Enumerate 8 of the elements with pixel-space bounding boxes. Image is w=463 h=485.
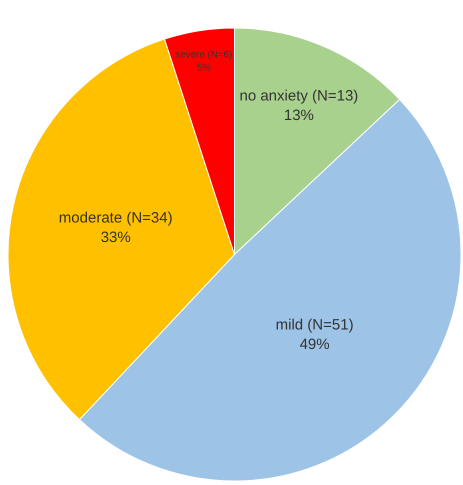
slice-label: no anxiety (N=13) xyxy=(239,87,358,104)
slice-label: mild (N=51) xyxy=(276,316,354,334)
data-label: 13% xyxy=(284,106,314,124)
data-label: 33% xyxy=(100,229,131,246)
data-label: 5% xyxy=(196,62,212,74)
slice-label: moderate (N=34) xyxy=(58,210,173,227)
slice-label: severe (N=6) xyxy=(176,50,232,61)
data-label: 49% xyxy=(300,336,330,353)
